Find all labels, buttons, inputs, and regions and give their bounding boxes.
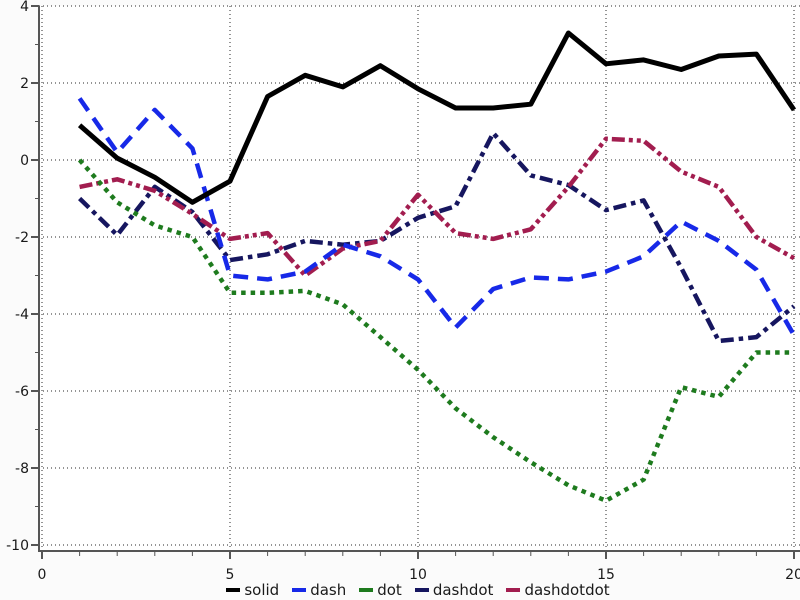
x-tick-label: 20 (785, 567, 800, 583)
legend-swatch-solid (226, 588, 241, 592)
legend-item-dash: dash (292, 580, 347, 599)
series-line-dot (77, 158, 794, 503)
legend-item-dashdot: dashdot (414, 580, 494, 599)
legend-swatch-dash (292, 588, 307, 592)
series-line-dash (77, 97, 796, 337)
y-tick-label: -10 (6, 538, 29, 554)
series-line-dashdotdot (79, 136, 796, 278)
x-tick-label: 15 (597, 567, 615, 583)
series-lines (77, 30, 797, 503)
y-tick-label: 0 (20, 153, 29, 169)
y-tick-label: 4 (20, 0, 29, 15)
x-tick-label: 5 (226, 567, 235, 583)
x-tick-label: 0 (38, 567, 47, 583)
legend-item-solid: solid (226, 580, 280, 599)
legend-item-dashdotdot: dashdotdot (506, 580, 610, 599)
legend-item-dot: dot (359, 580, 402, 599)
series-line-solid (77, 30, 797, 205)
legend-swatch-dashdotdot (506, 588, 521, 592)
x-tick-label: 10 (409, 567, 427, 583)
legend: solid dash dot dashdot dashdotdot (42, 580, 794, 600)
y-tick-label: -8 (15, 461, 29, 477)
x-axis-tick-labels: 0 5 10 15 20 (38, 567, 800, 583)
legend-label: solid (244, 580, 280, 599)
legend-label: dot (377, 580, 402, 599)
y-axis-tick-labels: 4 2 0 -2 -4 -6 -8 -10 (6, 0, 29, 554)
legend-label: dashdotdot (524, 580, 610, 599)
legend-label: dashdot (432, 580, 494, 599)
axis-ticks (31, 5, 795, 559)
y-tick-label: -4 (15, 307, 29, 323)
legend-swatch-dashdot (414, 588, 429, 592)
y-tick-label: -2 (15, 230, 29, 246)
series-line-dashdot (78, 130, 796, 344)
legend-swatch-dot (359, 588, 374, 592)
legend-label: dash (310, 580, 347, 599)
y-tick-label: 2 (20, 76, 29, 92)
y-tick-label: -6 (15, 384, 29, 400)
